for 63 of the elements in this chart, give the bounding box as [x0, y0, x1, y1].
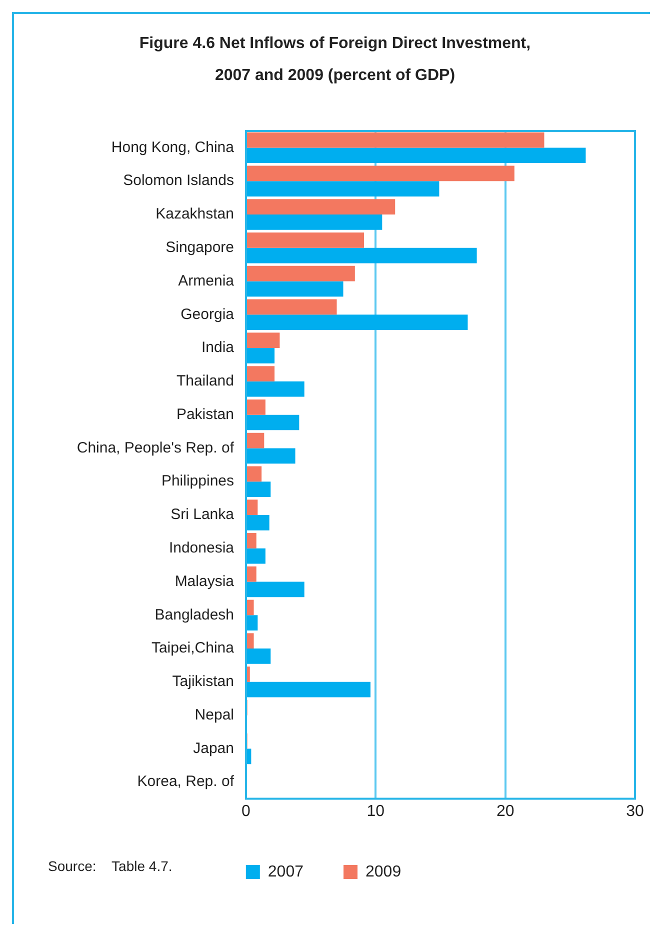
bar	[247, 432, 264, 448]
bar	[247, 466, 262, 482]
y-tick-label: India	[201, 339, 235, 356]
bar	[247, 615, 258, 631]
bar	[247, 166, 514, 182]
bar	[247, 199, 396, 214]
legend-label: 2009	[366, 863, 402, 880]
bar	[247, 348, 275, 364]
bar	[247, 381, 304, 397]
y-tick-label: Hong Kong, China	[111, 138, 235, 156]
bar	[247, 299, 337, 315]
y-tick-label: Philippines	[161, 472, 234, 490]
bar	[247, 148, 586, 164]
y-tick-label: Japan	[193, 740, 234, 757]
x-tick-label: 20	[496, 802, 514, 820]
y-tick-label: Taipei,China	[151, 640, 235, 657]
bar	[247, 314, 468, 330]
y-tick-label: Pakistan	[176, 406, 234, 423]
y-tick-label: Sri Lanka	[170, 506, 235, 524]
source-note: Source: Table 4.7.	[48, 858, 172, 874]
x-tick-label: 0	[242, 802, 251, 820]
bar	[247, 600, 254, 616]
y-tick-label: Armenia	[178, 272, 235, 290]
bar	[247, 548, 266, 564]
bar	[247, 232, 364, 248]
bar	[247, 414, 300, 430]
bar	[247, 181, 440, 196]
y-tick-label: Kazakhstan	[156, 206, 234, 223]
bar	[247, 448, 296, 464]
bar	[247, 514, 270, 530]
y-tick-label: Korea, Rep. of	[137, 773, 235, 790]
bar	[247, 566, 256, 582]
y-tick-label: Singapore	[166, 239, 234, 256]
y-tick-label: Georgia	[180, 306, 235, 323]
y-tick-label: Solomon Islands	[123, 172, 234, 190]
chart-title: Figure 4.6 Net Inflows of Foreign Direct Investment, 2007 and 2009 (percent of GDP)	[138, 34, 532, 86]
bar	[247, 332, 280, 348]
bar	[247, 248, 477, 264]
x-tick-label: 10	[366, 802, 385, 820]
bar	[247, 214, 382, 230]
y-tick-label: Nepal	[194, 706, 234, 724]
bar	[247, 682, 370, 698]
y-tick-label: China, People's Rep. of	[76, 439, 235, 456]
bar	[247, 132, 544, 148]
bar	[247, 648, 271, 664]
legend-label: 2007	[268, 863, 304, 880]
bar	[247, 266, 355, 282]
bar	[247, 500, 258, 515]
bar	[247, 482, 271, 497]
y-tick-label: Indonesia	[168, 540, 235, 557]
bar	[247, 399, 266, 415]
bar	[247, 582, 304, 598]
bar	[247, 666, 250, 682]
y-tick-label: Malaysia	[174, 572, 235, 590]
bar	[247, 281, 344, 297]
bar	[247, 366, 275, 382]
y-tick-label: Tajikistan	[172, 673, 234, 690]
y-tick-label: Bangladesh	[154, 606, 234, 624]
x-tick-label: 30	[626, 802, 644, 820]
y-tick-label: Thailand	[176, 372, 234, 390]
bar	[247, 748, 252, 764]
bar	[247, 633, 254, 649]
bar	[247, 533, 256, 548]
